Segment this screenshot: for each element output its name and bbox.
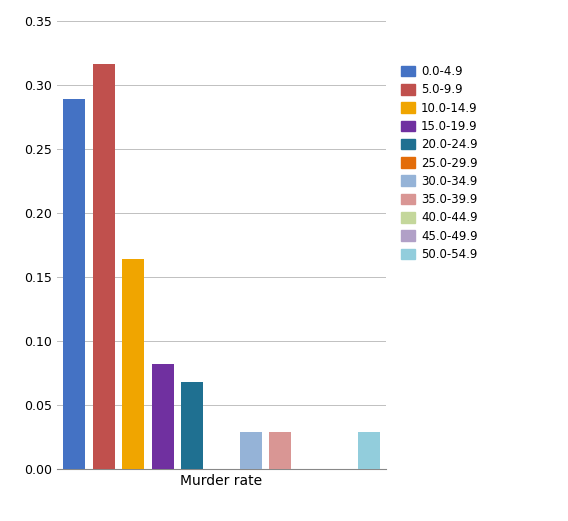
X-axis label: Murder rate: Murder rate <box>181 475 262 489</box>
Bar <box>122 259 144 469</box>
Bar <box>269 432 291 469</box>
Bar <box>358 432 379 469</box>
Bar <box>93 65 115 469</box>
Bar <box>64 99 85 469</box>
Bar <box>152 364 174 469</box>
Legend: 0.0-4.9, 5.0-9.9, 10.0-14.9, 15.0-19.9, 20.0-24.9, 25.0-29.9, 30.0-34.9, 35.0-39: 0.0-4.9, 5.0-9.9, 10.0-14.9, 15.0-19.9, … <box>399 63 480 264</box>
Bar <box>181 382 203 469</box>
Bar <box>240 432 262 469</box>
